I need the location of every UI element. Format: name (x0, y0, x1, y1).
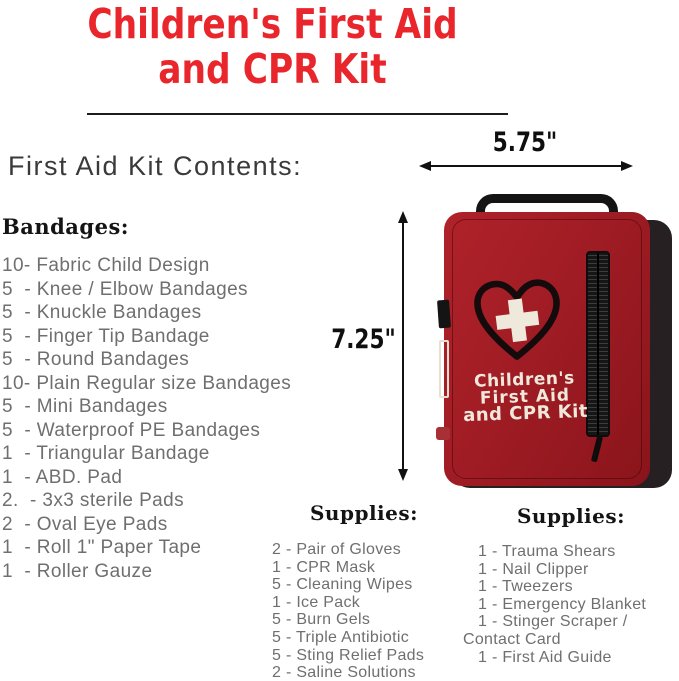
bandages-heading: Bandages: (2, 214, 130, 239)
list-item: 5 - Triple Antibiotic (272, 628, 410, 646)
list-item: 1 - First Aid Guide (478, 648, 612, 666)
list-item: 5 - Knee / Elbow Bandages (2, 278, 248, 300)
list-item: 5 - Waterproof PE Bandages (2, 419, 261, 441)
list-item: 5 - Cleaning Wipes (272, 576, 413, 594)
list-item: 1 - ABD. Pad (2, 466, 123, 488)
list-item: 5 - Finger Tip Bandage (2, 325, 210, 347)
list-item: 5 - Round Bandages (2, 349, 190, 370)
bandages-list: 10- Fabric Child Design 5 - Knee / Elbow … (2, 254, 291, 583)
list-item: 10- Plain Regular size Bandages (2, 372, 292, 394)
width-dimension-label: 5.75" (492, 127, 558, 158)
bag-side-buckle (437, 299, 451, 329)
zipper (586, 251, 610, 437)
list-item: 2 - Pair of Gloves (272, 541, 402, 558)
width-dimension-arrow (419, 161, 633, 171)
list-item: 1 - Trauma Shears (478, 543, 616, 560)
list-item: 1 - Emergency Blanket (478, 595, 647, 613)
list-item: 1 - Roller Gauze (2, 560, 153, 582)
list-item: 5 - Knuckle Bandages (2, 302, 202, 323)
list-item: 5 - Mini Bandages (2, 396, 168, 417)
page-title-line2: and CPR Kit (158, 45, 387, 93)
list-item: 2 - Oval Eye Pads (2, 513, 168, 535)
height-dimension-arrow (398, 211, 408, 481)
title-divider (87, 113, 508, 115)
page-title-line1: Children's First Aid (87, 0, 458, 48)
list-item: 1 - Stinger Scraper / Contact Card (463, 613, 628, 648)
list-item: 5 - Burn Gels (272, 611, 371, 629)
list-item: 2 - Saline Solutions (272, 664, 416, 681)
bag-side-holder (439, 340, 449, 398)
supplies-middle-heading: Supplies: (309, 501, 418, 525)
list-item: 1 - Roll 1" Paper Tape (2, 537, 202, 558)
list-item: 1 - Nail Clipper (478, 560, 589, 578)
heart-logo-icon (474, 279, 560, 360)
supplies-middle-list: 2 - Pair of Gloves 1 - CPR Mask 5 - Cleani… (272, 541, 472, 681)
list-item: 1 - Tweezers (478, 578, 573, 596)
medical-cross-icon (495, 298, 540, 343)
list-item: 10- Fabric Child Design (2, 255, 210, 276)
page-title: Children's First Aid and CPR Kit (44, 2, 502, 92)
supplies-right-heading: Supplies: (516, 504, 625, 528)
height-dimension-label: 7.25" (331, 324, 396, 355)
contents-heading: First Aid Kit Contents: (8, 151, 303, 181)
bag-side-tab (436, 427, 450, 440)
list-item: 1 - Ice Pack (272, 593, 361, 611)
list-item: 5 - Sting Relief Pads (272, 646, 425, 664)
first-aid-bag-image: Children's First Aid and CPR Kit (436, 194, 679, 494)
bag-front-panel (444, 212, 650, 486)
bag-text-line3: and CPR Kit (462, 400, 589, 427)
list-item: 1 - CPR Mask (272, 558, 376, 576)
list-item: 1 - Triangular Bandage (2, 443, 210, 464)
list-item: 2. - 3x3 sterile Pads (2, 490, 184, 511)
bag-printed-text: Children's First Aid and CPR Kit (449, 368, 601, 427)
supplies-right-list: 1 - Trauma Shears 1 - Nail Clipper 1 - Twe… (463, 543, 679, 666)
